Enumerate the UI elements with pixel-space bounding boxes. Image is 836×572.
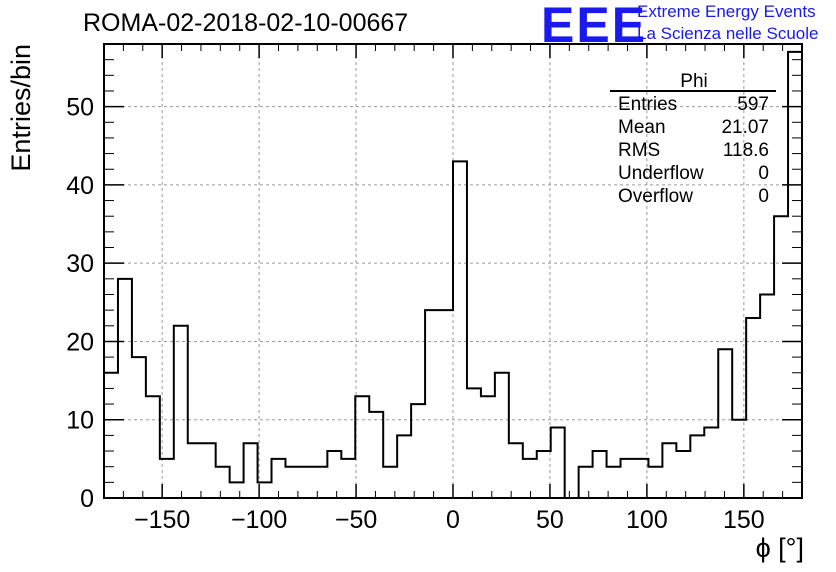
histogram-bin (551, 428, 565, 498)
y-tick-label: 30 (66, 250, 94, 278)
histogram-bin (495, 373, 509, 498)
stats-label-rms: RMS (618, 140, 660, 161)
histogram-bin (341, 459, 355, 498)
histogram-bin (481, 396, 495, 498)
x-tick-label: 100 (626, 506, 668, 534)
histogram-bin (299, 467, 313, 498)
y-tick-label: 10 (66, 407, 94, 435)
histogram-bin (425, 310, 439, 498)
histogram-bin (676, 451, 690, 498)
histogram-bin (202, 443, 216, 498)
histogram-bin (453, 161, 467, 498)
x-axis-label: ϕ [°] (756, 533, 804, 563)
histogram-bin (244, 443, 258, 498)
histogram-bin (607, 467, 621, 498)
logo-caption-line1: Extreme Energy Events (637, 2, 816, 21)
y-tick-label: 20 (66, 328, 94, 356)
y-tick-label: 40 (66, 172, 94, 200)
x-tick-label: 50 (536, 506, 564, 534)
histogram-bin (411, 404, 425, 498)
stats-label-entries: Entries (618, 94, 677, 115)
histogram-bin (132, 357, 146, 498)
histogram-bin (662, 443, 676, 498)
stats-title: Phi (680, 71, 707, 92)
histogram-step-line (103, 50, 803, 499)
histogram-bin (327, 451, 341, 498)
histogram-bin (174, 326, 188, 498)
histogram-bin (648, 467, 662, 498)
histogram-bin (579, 467, 593, 498)
stats-value-entries: 597 (737, 94, 769, 115)
tick-labels: −150 −100 −50 0 50 100 150 0 10 20 30 40 50 (66, 94, 765, 534)
histogram-bin (369, 412, 383, 498)
logo-caption-line2: La Scienza nelle Scuole (637, 24, 819, 43)
histogram-bin (537, 451, 551, 498)
histogram-bin (230, 482, 244, 498)
histogram-bin (397, 435, 411, 498)
histogram-bin (760, 294, 774, 498)
histogram-bin (593, 451, 607, 498)
histogram-bin (313, 467, 327, 498)
histogram-bin (285, 467, 299, 498)
x-tick-label: −100 (231, 506, 287, 534)
histogram-bin (439, 310, 453, 498)
histogram-bin (188, 443, 202, 498)
x-tick-label: 0 (446, 506, 460, 534)
histogram-bin (216, 467, 230, 498)
y-axis-label: Entries/bin (6, 44, 36, 172)
x-tick-label: −50 (335, 506, 377, 534)
histogram-bin (146, 396, 160, 498)
histogram-bin (746, 318, 760, 498)
stats-value-underflow: 0 (758, 163, 769, 184)
stats-label-underflow: Underflow (618, 163, 704, 184)
histogram-bin (690, 435, 704, 498)
stats-box: Phi Entries 597 Mean 21.07 RMS 118.6 Und… (610, 71, 776, 207)
histogram-bin (774, 216, 788, 498)
axis-ticks (104, 44, 802, 499)
y-tick-label: 0 (80, 485, 94, 513)
histogram-bin (118, 279, 132, 498)
stats-value-rms: 118.6 (723, 140, 769, 161)
stats-label-mean: Mean (618, 117, 666, 138)
x-tick-label: 150 (723, 506, 765, 534)
histogram-bin (718, 349, 732, 498)
stats-label-overflow: Overflow (618, 186, 693, 207)
y-tick-label: 50 (66, 94, 94, 122)
histogram-bin (523, 459, 537, 498)
histogram-bin (788, 52, 802, 498)
x-tick-label: −150 (134, 506, 190, 534)
stats-value-overflow: 0 (758, 186, 769, 207)
histogram-bin (704, 428, 718, 498)
chart-title: ROMA-02-2018-02-10-00667 (83, 9, 409, 37)
histogram-bin (355, 396, 369, 498)
histogram-bin (509, 443, 523, 498)
stats-value-mean: 21.07 (721, 117, 769, 138)
histogram-bin (467, 388, 481, 498)
